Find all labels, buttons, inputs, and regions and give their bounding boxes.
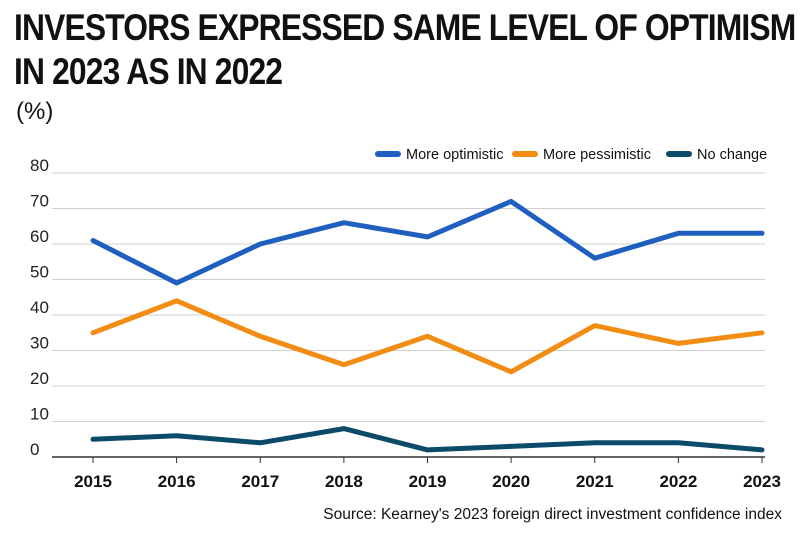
- y-tick-label-60: 60: [30, 227, 49, 246]
- y-tick-label-50: 50: [30, 263, 49, 282]
- line-chart: 01020304050607080 2015 2016 2017 2018 2019 20…: [0, 0, 800, 545]
- grid-lines: [52, 173, 765, 457]
- x-tick-label-2023: 2023: [743, 472, 781, 491]
- legend-label-more-optimistic: More optimistic: [406, 147, 504, 163]
- series-line-more-optimistic: [93, 201, 762, 283]
- x-tick-label-2021: 2021: [576, 472, 614, 491]
- x-tick-label-2018: 2018: [325, 472, 363, 491]
- series-lines: [93, 201, 762, 450]
- legend-label-more-pessimistic: More pessimistic: [543, 147, 651, 163]
- x-tick-label-2020: 2020: [492, 472, 530, 491]
- y-tick-label-80: 80: [30, 156, 49, 175]
- legend-item-more-optimistic: More optimistic: [378, 147, 504, 163]
- y-tick-label-20: 20: [30, 369, 49, 388]
- x-axis-ticks: 2015 2016 2017 2018 2019 2020 2021 2022 2023: [74, 457, 781, 491]
- legend-label-no-change: No change: [697, 147, 767, 163]
- x-tick-label-2016: 2016: [158, 472, 196, 491]
- y-tick-label-0: 0: [30, 440, 39, 459]
- y-tick-label-70: 70: [30, 192, 49, 211]
- y-tick-label-40: 40: [30, 298, 49, 317]
- y-axis-ticks: 0 10 20 30 40 50 60 70 80: [30, 156, 49, 459]
- x-tick-label-2017: 2017: [241, 472, 279, 491]
- x-tick-label-2015: 2015: [74, 472, 112, 491]
- x-tick-label-2019: 2019: [409, 472, 447, 491]
- legend-item-more-pessimistic: More pessimistic: [515, 147, 651, 163]
- legend-item-no-change: No change: [669, 147, 767, 163]
- y-tick-label-10: 10: [30, 405, 49, 424]
- x-tick-label-2022: 2022: [659, 472, 697, 491]
- legend: More optimistic More pessimistic No change: [378, 147, 767, 163]
- source-note: Source: Kearney's 2023 foreign direct in…: [323, 506, 782, 524]
- series-line-no-change: [93, 429, 762, 450]
- y-tick-label-30: 30: [30, 334, 49, 353]
